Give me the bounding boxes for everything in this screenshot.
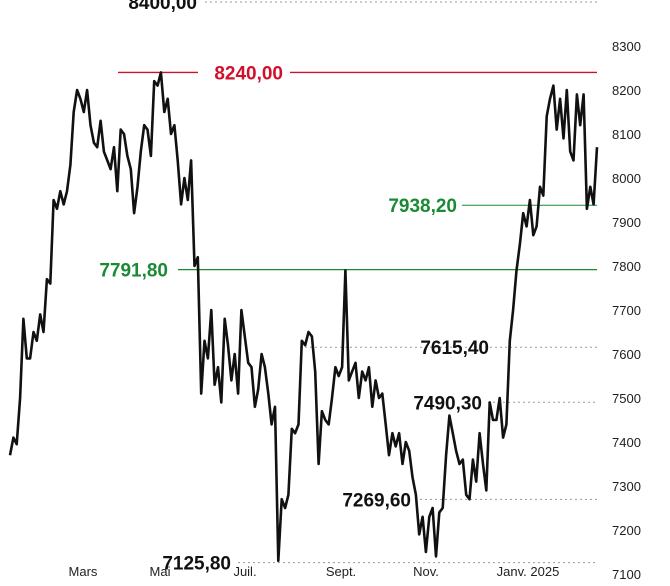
y-tick-label: 7500 [612, 391, 641, 406]
annotation-label: 7269,60 [342, 490, 411, 511]
y-tick-label: 7900 [612, 215, 641, 230]
annotation-label: 7791,80 [99, 261, 168, 282]
y-tick-label: 7300 [612, 479, 641, 494]
x-tick-label: Janv. 2025 [497, 564, 560, 579]
x-tick-label: Sept. [326, 564, 356, 579]
annotation-label: 8240,00 [214, 63, 283, 84]
y-tick-label: 7200 [612, 523, 641, 538]
y-tick-label: 8300 [612, 39, 641, 54]
y-tick-label: 8200 [612, 83, 641, 98]
y-tick-label: 7100 [612, 567, 641, 582]
y-tick-label: 7600 [612, 347, 641, 362]
x-tick-label: Nov. [413, 564, 439, 579]
annotation-label: 7615,40 [420, 338, 489, 359]
y-tick-label: 7700 [612, 303, 641, 318]
x-axis: Mars Mai Juil. Sept. Nov. Janv. 2025 [69, 564, 560, 579]
x-tick-label: Mai [150, 564, 171, 579]
price-line-group [8, 71, 599, 563]
x-tick-label: Juil. [233, 564, 256, 579]
x-tick-label: Mars [69, 564, 98, 579]
y-tick-label: 7400 [612, 435, 641, 450]
annotation-label: 7490,30 [413, 393, 482, 414]
annotation-label: 7938,20 [388, 196, 457, 217]
annotation-label: 8400,00 [128, 0, 197, 14]
y-tick-label: 8000 [612, 171, 641, 186]
annotation-label: 7125,80 [162, 554, 231, 575]
y-axis: 8300 8200 8100 8000 7900 7800 7700 7600 7500 7400… [612, 39, 641, 582]
reference-lines [118, 1, 597, 564]
y-tick-label: 8100 [612, 127, 641, 142]
annotations: 8400,00 8240,00 7938,20 7791,80 7615,40 7490,… [99, 0, 489, 575]
y-tick-label: 7800 [612, 259, 641, 274]
price-series-line [8, 71, 599, 563]
